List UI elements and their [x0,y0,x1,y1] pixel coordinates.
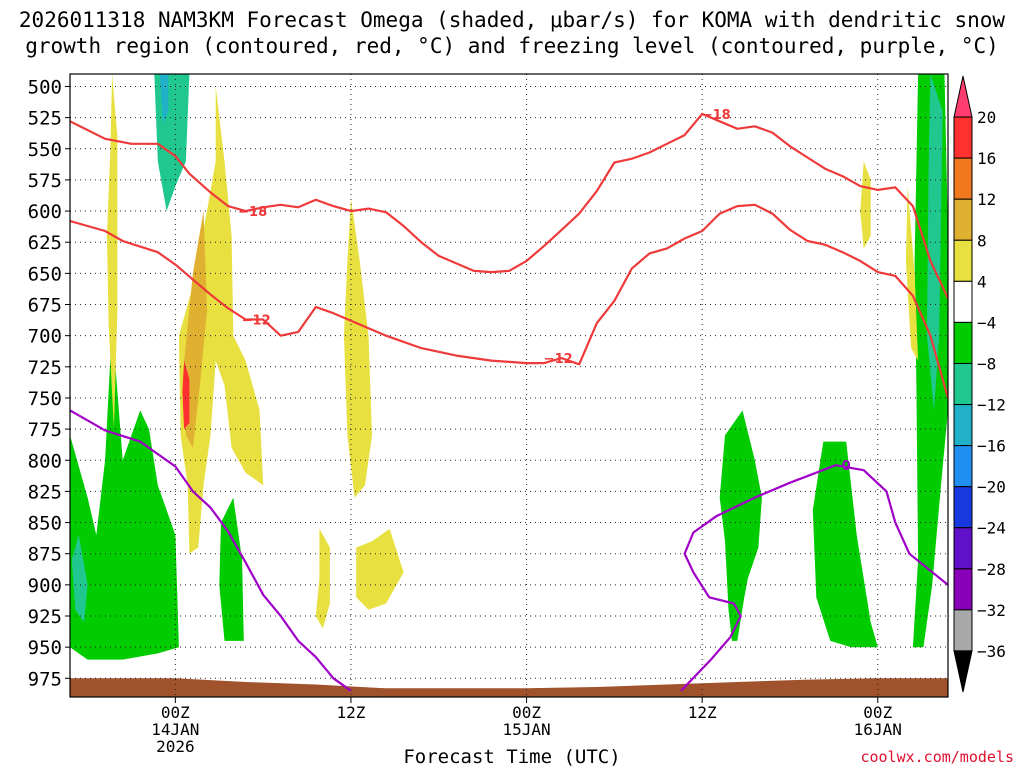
colorbar-segment [953,568,973,611]
y-tick-label: 850 [28,513,62,535]
colorbar-label: 4 [977,272,987,291]
contour-label: −12 [544,352,573,367]
colorbar-label: 20 [977,108,996,127]
chart-title-line2: growth region (contoured, red, °C) and f… [25,34,999,58]
colorbar-segment [953,239,973,282]
colorbar-label: −24 [977,519,1006,538]
omega-red-core [182,360,190,430]
y-tick-label: 675 [28,295,62,317]
colorbar-label: −28 [977,560,1006,579]
colorbar-segment [953,404,973,447]
colorbar-segment [953,280,973,323]
y-tick-label: 650 [28,263,62,285]
y-tick-label: 725 [28,357,62,379]
omega-orange-core [184,211,207,448]
contour-label: −12 [242,313,271,328]
x-tick-label: 00Z [161,703,190,722]
y-tick-label: 525 [28,108,62,130]
omega-yellow-main [178,86,264,554]
colorbar-segment [953,486,973,529]
contour-0 [70,409,352,692]
omega-teal-west [71,535,88,623]
x-tick-label: 12Z [337,703,366,722]
omega-green-east1 [719,410,762,641]
omega-green-west [70,323,179,660]
x-tick-label: 00Z [512,703,541,722]
omega-green-east2 [812,441,878,648]
omega-teal-far-east [926,74,943,411]
colorbar-label: −12 [977,396,1006,415]
omega-yellow-low [315,528,330,629]
contour-label: −18 [702,108,731,123]
colorbar-label: 12 [977,190,996,209]
y-tick-label: 550 [28,139,62,161]
colorbar-label: 16 [977,149,996,168]
colorbar-label: −8 [977,354,996,373]
y-tick-label: 975 [28,668,62,690]
contour--18 [70,112,948,299]
y-tick-label: 900 [28,575,62,597]
chart-title-line1: 2026011318 NAM3KM Forecast Omega (shaded… [18,8,1006,32]
y-tick-label: 775 [28,419,62,441]
colorbar-segment [953,362,973,406]
contour-label: −18 [238,205,267,220]
y-tick-label: 825 [28,481,62,503]
colorbar-label: −32 [977,601,1006,620]
y-tick-label: 800 [28,450,62,472]
x-tick-label: 12Z [688,703,717,722]
y-tick-label: 950 [28,637,62,659]
omega-yellow-east-column [905,186,919,361]
colorbar-label: 8 [977,231,987,250]
x-tick-label: 14JAN [151,720,199,739]
x-tick-label: 15JAN [502,720,550,739]
colorbar-segment [953,198,973,241]
colorbar-segment [953,527,973,570]
site-credit: coolwx.com/models [860,748,1014,766]
y-tick-label: 925 [28,606,62,628]
colorbar-segment [953,157,973,200]
contour-0-east [680,464,948,692]
y-tick-label: 625 [28,232,62,254]
omega-green-center [219,497,244,641]
contour--12 [70,203,948,399]
omega-yellow-west-column [106,74,118,430]
colorbar-label: −16 [977,437,1006,456]
colorbar-label: −36 [977,642,1006,661]
colorbar-segment [953,650,973,693]
colorbar-segment [953,116,973,159]
y-tick-label: 500 [28,76,62,98]
y-tick-label: 600 [28,201,62,223]
y-tick-label: 575 [28,170,62,192]
omega-yellow-center [343,198,372,498]
omega-blue-upper [159,74,169,124]
colorbar-segment [953,445,973,488]
y-tick-label: 700 [28,326,62,348]
plot-content: −18−18−12−120 [70,74,948,697]
omega-yellow-low2 [356,528,404,610]
colorbar-segment [953,75,973,118]
y-tick-label: 750 [28,388,62,410]
colorbar-segment [953,609,973,652]
colorbar-label: −20 [977,478,1006,497]
omega-teal-upper [154,74,190,212]
colorbar-segment [953,321,973,364]
x-axis-title: Forecast Time (UTC) [403,746,621,768]
y-tick-label: 875 [28,544,62,566]
x-tick-label: 2026 [156,737,195,756]
colorbar-label: −4 [977,313,996,332]
ground [70,678,948,697]
omega-yellow-east-upper [860,161,871,249]
x-tick-label: 00Z [863,703,892,722]
plot-frame [69,73,949,698]
x-tick-label: 16JAN [854,720,902,739]
